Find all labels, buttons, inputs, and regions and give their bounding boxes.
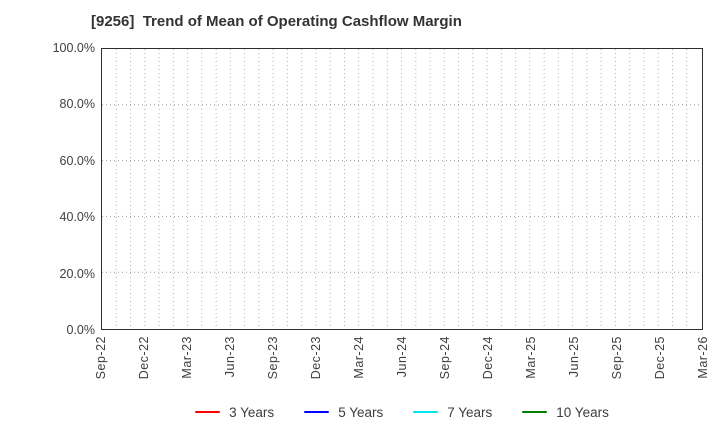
legend-line-swatch: [413, 410, 439, 414]
chart-title: [9256] Trend of Mean of Operating Cashfl…: [91, 13, 462, 30]
legend-item: 10 Years: [522, 405, 609, 420]
x-tick-label: Jun-24: [395, 336, 409, 378]
legend-label: 5 Years: [338, 404, 384, 420]
legend-line-swatch: [195, 410, 221, 414]
plot-area: [101, 48, 703, 330]
legend-line-swatch: [304, 410, 330, 414]
y-tick-label: 80.0%: [59, 97, 95, 112]
x-tick-label: Dec-24: [481, 336, 495, 380]
y-tick-label: 100.0%: [52, 41, 95, 55]
legend-item: 7 Years: [413, 405, 492, 420]
legend-item: 5 Years: [304, 405, 383, 420]
x-tick-label: Jun-23: [223, 336, 237, 378]
x-tick-label: Sep-23: [266, 336, 280, 380]
y-tick-label: 20.0%: [59, 266, 95, 281]
legend-label: 7 Years: [447, 404, 493, 420]
x-tick-label: Mar-23: [180, 336, 194, 379]
x-tick-label: Mar-26: [696, 336, 710, 379]
grid-lines: [102, 49, 701, 328]
x-tick-label: Mar-25: [524, 336, 538, 379]
legend-label: 10 Years: [556, 404, 609, 420]
x-tick-label: Sep-24: [438, 336, 452, 380]
legend-line-swatch: [522, 410, 548, 414]
x-tick-label: Dec-25: [653, 336, 667, 380]
y-tick-label: 0.0%: [66, 323, 96, 337]
x-tick-label: Sep-22: [94, 336, 108, 380]
legend-label: 3 Years: [229, 404, 275, 420]
x-tick-label: Dec-23: [309, 336, 323, 380]
y-tick-label: 40.0%: [59, 210, 95, 225]
y-tick-label: 60.0%: [59, 153, 95, 168]
legend: 3 Years 5 Years 7 Years 10 Years: [101, 401, 703, 423]
legend-item: 3 Years: [195, 405, 274, 420]
x-tick-label: Jun-25: [567, 336, 581, 378]
x-tick-label: Mar-24: [352, 336, 366, 379]
x-tick-label: Sep-25: [610, 336, 624, 380]
x-tick-label: Dec-22: [137, 336, 151, 380]
